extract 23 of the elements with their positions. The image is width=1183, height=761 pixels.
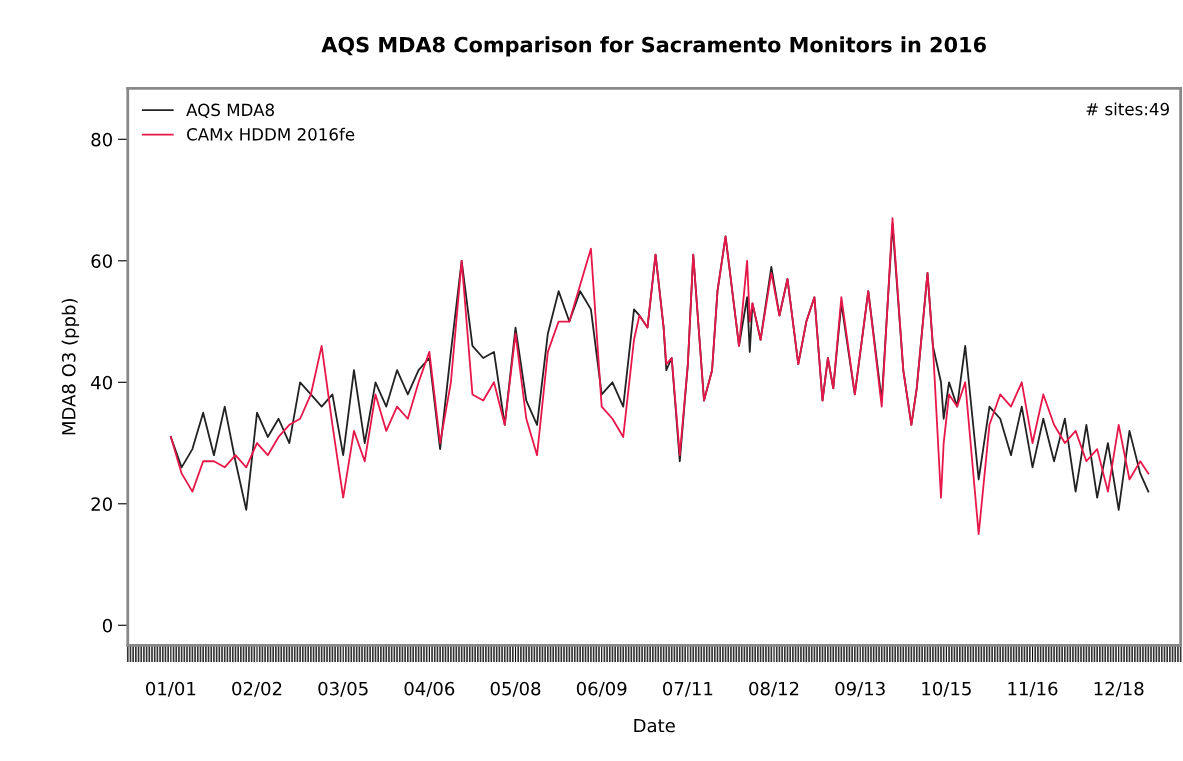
y-tick-label: 80 (91, 132, 112, 147)
x-axis-title: Date (634, 718, 675, 733)
x-tick-label: 01/01 (146, 681, 196, 697)
legend-label: CAMx HDDM 2016fe (187, 127, 355, 141)
x-tick-label: 08/12 (749, 681, 799, 697)
annotation: # sites:49 (1086, 102, 1169, 116)
x-tick-label: 09/13 (835, 681, 885, 697)
x-tick-label: 06/09 (576, 681, 627, 697)
x-tick-label: 11/16 (1008, 681, 1058, 697)
chart-title: AQS MDA8 Comparison for Sacramento Monitors in 2016 (321, 36, 986, 57)
x-tick-label: 10/15 (922, 681, 971, 697)
y-tick-label: 0 (102, 618, 112, 633)
x-tick-label: 04/06 (404, 681, 455, 697)
x-tick-label: 05/08 (490, 681, 541, 697)
x-tick-label: 03/05 (318, 681, 368, 697)
y-tick-label: 20 (91, 497, 112, 511)
y-axis-title: MDA8 O3 (ppb) (61, 299, 80, 435)
legend-label: AQS MDA8 (186, 103, 274, 119)
y-tick-label: 60 (91, 254, 112, 268)
x-tick-label: 12/18 (1094, 681, 1144, 697)
x-tick-label: 02/02 (232, 681, 282, 697)
y-tick-label: 40 (91, 375, 112, 390)
x-tick-label: 07/11 (663, 681, 713, 697)
